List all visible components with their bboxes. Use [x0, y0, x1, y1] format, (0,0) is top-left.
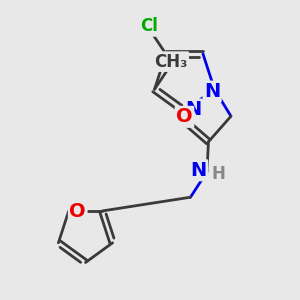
Text: CH₃: CH₃ — [154, 52, 188, 70]
Text: O: O — [69, 202, 86, 221]
Text: N: N — [204, 82, 220, 101]
Text: Cl: Cl — [140, 17, 158, 35]
Text: N: N — [190, 161, 207, 180]
Text: N: N — [185, 100, 201, 119]
Text: H: H — [212, 165, 225, 183]
Text: O: O — [176, 107, 193, 126]
